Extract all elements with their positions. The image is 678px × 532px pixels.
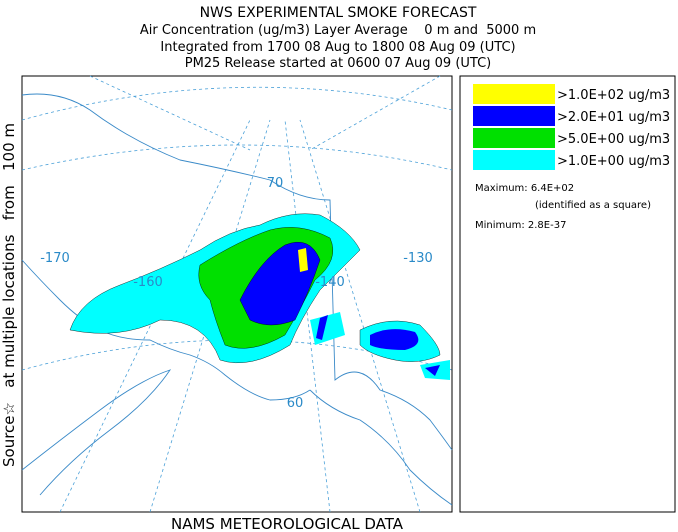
map-label: 70 xyxy=(267,176,284,191)
legend-label: >5.0E+00 ug/m3 xyxy=(557,132,670,147)
legend-swatch xyxy=(473,84,555,104)
legend-label: >1.0E+02 ug/m3 xyxy=(557,88,670,103)
subtitle: Air Concentration (ug/m3) Layer Average … xyxy=(140,23,536,38)
maximum: Maximum: 6.4E+02 xyxy=(475,183,574,194)
legend-label: >1.0E+00 ug/m3 xyxy=(557,154,670,169)
max-note: (identified as a square) xyxy=(535,200,651,211)
legend-frame xyxy=(459,75,676,513)
legend-swatch xyxy=(473,106,555,126)
map-label: -140 xyxy=(315,275,345,290)
map-label: -160 xyxy=(133,275,163,290)
legend-swatch xyxy=(473,128,555,148)
title: NWS EXPERIMENTAL SMOKE FORECAST xyxy=(200,5,477,21)
minimum: Minimum: 2.8E-37 xyxy=(475,220,566,231)
source-label: Source☆ at multiple locations from 100 m xyxy=(0,123,18,467)
subtitle: Integrated from 1700 08 Aug to 1800 08 A… xyxy=(160,40,515,55)
map-label: -130 xyxy=(403,251,433,266)
legend: >1.0E+02 ug/m3 >2.0E+01 ug/m3 >5.0E+00 ug/… xyxy=(473,84,670,170)
legend-label: >2.0E+01 ug/m3 xyxy=(557,110,670,125)
footer: NAMS METEOROLOGICAL DATA xyxy=(171,515,404,532)
map-label: -170 xyxy=(40,251,70,266)
smoke-plume xyxy=(69,213,450,380)
subtitle: PM25 Release started at 0600 07 Aug 09 (… xyxy=(185,56,492,71)
legend-swatch xyxy=(473,150,555,170)
map-label: 60 xyxy=(287,396,304,411)
